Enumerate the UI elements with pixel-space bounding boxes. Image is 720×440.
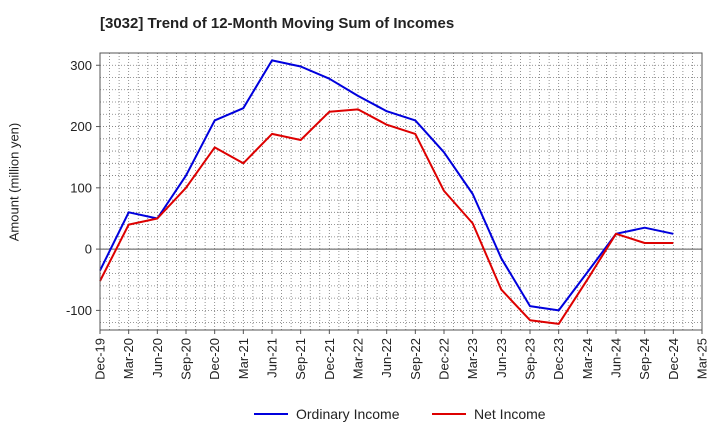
x-tick-label: Jun-23 — [494, 338, 509, 378]
y-tick-labels: 300 200 100 0 -100 — [66, 58, 100, 318]
y-tick-label: 0 — [85, 242, 92, 257]
x-tick-label: Mar-21 — [236, 338, 251, 379]
grid-lines — [99, 52, 703, 330]
x-tick-label: Mar-24 — [580, 338, 595, 379]
x-tick-label: Sep-20 — [179, 338, 194, 380]
legend-label-ordinary-income: Ordinary Income — [296, 406, 400, 422]
x-tick-label: Sep-23 — [523, 338, 538, 380]
legend-label-net-income: Net Income — [474, 406, 546, 422]
x-tick-label: Mar-22 — [351, 338, 366, 379]
y-tick-label: 200 — [70, 119, 92, 134]
x-tick-label: Dec-23 — [551, 338, 566, 380]
legend-swatch-ordinary-income — [254, 413, 288, 415]
x-tick-labels: Dec-19 Mar-20 Jun-20 Sep-20 Dec-20 Mar-21 Jun-… — [93, 330, 710, 380]
series-line-ordinary-income — [99, 59, 674, 312]
x-tick-label: Jun-24 — [609, 338, 624, 378]
x-tick-label: Mar-23 — [465, 338, 480, 379]
legend-item-ordinary-income: Ordinary Income — [254, 406, 399, 422]
x-tick-label: Dec-19 — [93, 338, 108, 380]
series-lines — [99, 59, 674, 325]
plot-frame — [99, 52, 703, 331]
x-tick-label: Jun-22 — [379, 338, 394, 378]
x-tick-label: Sep-24 — [637, 338, 652, 380]
y-tick-label: 300 — [70, 58, 92, 73]
legend-item-net-income: Net Income — [432, 406, 546, 422]
y-tick-label: -100 — [66, 303, 92, 318]
x-tick-label: Dec-24 — [666, 338, 681, 380]
x-tick-label: Sep-22 — [408, 338, 423, 380]
x-tick-label: Mar-20 — [121, 338, 136, 379]
x-tick-label: Dec-20 — [207, 338, 222, 380]
legend: Ordinary Income Net Income — [0, 406, 720, 426]
legend-swatch-net-income — [432, 413, 466, 415]
x-tick-label: Dec-21 — [322, 338, 337, 380]
x-tick-label: Jun-20 — [150, 338, 165, 378]
x-tick-label: Mar-25 — [695, 338, 710, 379]
chart-title: [3032] Trend of 12-Month Moving Sum of I… — [100, 15, 455, 32]
y-tick-label: 100 — [70, 180, 92, 195]
series-line-net-income — [99, 108, 674, 325]
x-tick-label: Sep-21 — [293, 338, 308, 380]
x-tick-label: Dec-22 — [437, 338, 452, 380]
x-tick-label: Jun-21 — [265, 338, 280, 378]
